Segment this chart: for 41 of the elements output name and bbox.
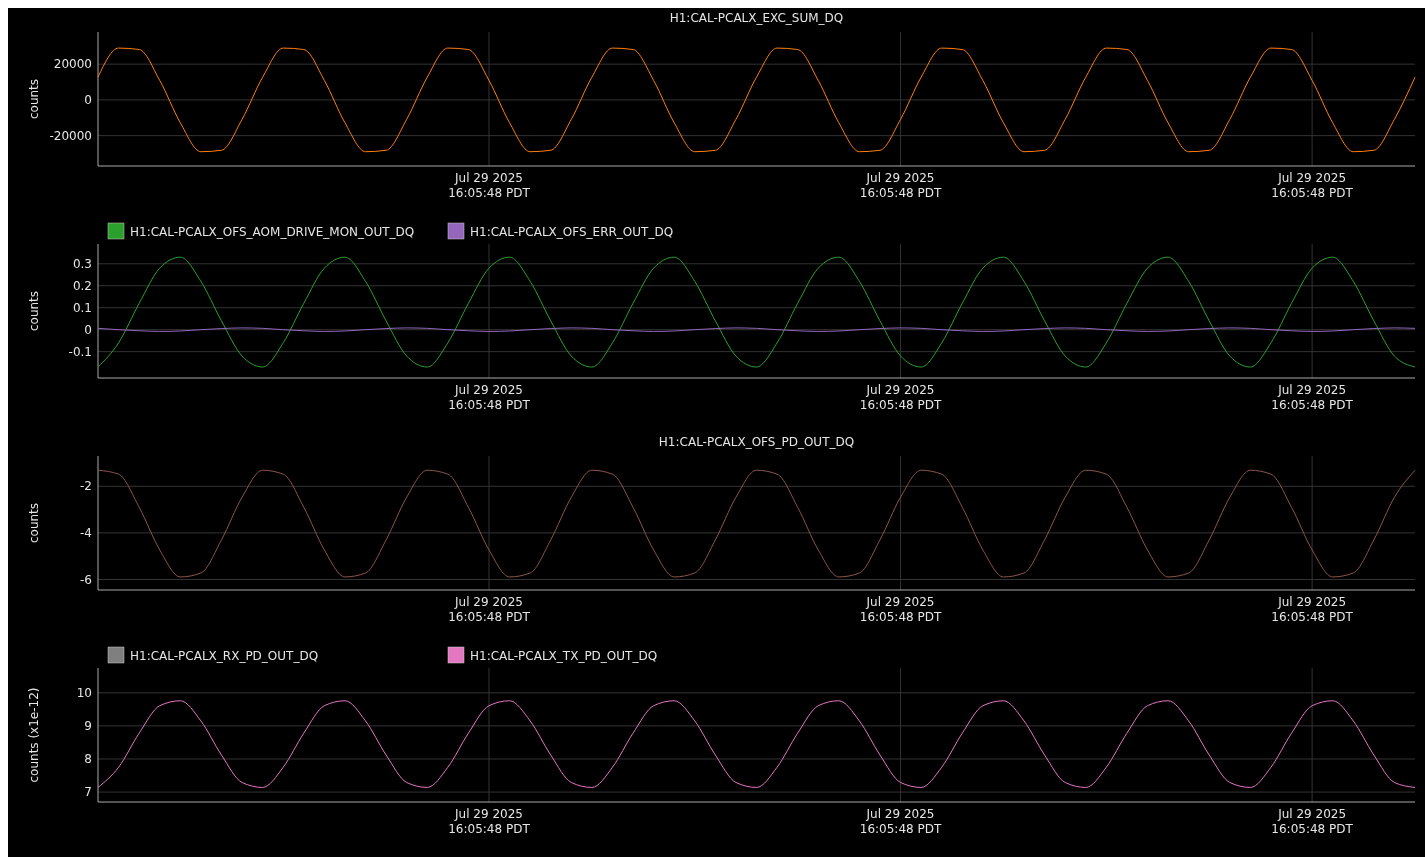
y-axis-title: counts <box>27 290 41 332</box>
x-tick-label: Jul 29 2025 16:05:48 PDT <box>1271 807 1354 836</box>
y-tick-label: 0 <box>84 322 92 337</box>
x-tick-label: Jul 29 2025 16:05:48 PDT <box>448 595 531 624</box>
y-tick-label: 0 <box>84 93 92 108</box>
x-tick-label: Jul 29 2025 16:05:48 PDT <box>859 595 942 624</box>
x-tick-label: Jul 29 2025 16:05:48 PDT <box>448 383 531 412</box>
y-tick-label: 0.3 <box>72 256 92 271</box>
y-tick-label: -2 <box>80 479 92 494</box>
y-tick-label: 0.1 <box>72 300 92 315</box>
chart-title: H1:CAL-PCALX_OFS_PD_OUT_DQ <box>658 435 855 449</box>
line-series <box>97 256 1416 368</box>
y-tick-label: 0.2 <box>72 278 92 293</box>
line-series <box>97 469 1416 578</box>
x-tick-label: Jul 29 2025 16:05:48 PDT <box>1271 383 1354 412</box>
y-axis-title: counts (x1e-12) <box>27 687 41 783</box>
y-tick-label: -20000 <box>49 128 92 143</box>
legend-label: H1:CAL-PCALX_OFS_ERR_OUT_DQ <box>470 224 674 239</box>
y-tick-label: -4 <box>80 526 92 541</box>
y-tick-label: 10 <box>76 686 92 701</box>
y-tick-label: 7 <box>84 785 92 800</box>
y-tick-label: 8 <box>84 752 92 767</box>
x-tick-label: Jul 29 2025 16:05:48 PDT <box>448 807 531 836</box>
x-tick-label: Jul 29 2025 16:05:48 PDT <box>859 807 942 836</box>
x-tick-label: Jul 29 2025 16:05:48 PDT <box>1271 171 1354 200</box>
y-tick-label: -0.1 <box>68 344 92 359</box>
legend-label: H1:CAL-PCALX_TX_PD_OUT_DQ <box>470 648 658 663</box>
line-series <box>97 47 1416 153</box>
y-tick-label: -6 <box>80 572 92 587</box>
y-axis-title: counts <box>27 78 41 120</box>
chart-title: H1:CAL-PCALX_EXC_SUM_DQ <box>669 11 844 25</box>
y-axis-title: counts <box>27 502 41 544</box>
y-tick-label: 9 <box>84 719 92 734</box>
x-tick-label: Jul 29 2025 16:05:48 PDT <box>448 171 531 200</box>
x-tick-label: Jul 29 2025 16:05:48 PDT <box>859 383 942 412</box>
line-series <box>97 700 1416 788</box>
x-tick-label: Jul 29 2025 16:05:48 PDT <box>1271 595 1354 624</box>
legend-label: H1:CAL-PCALX_OFS_AOM_DRIVE_MON_OUT_DQ <box>130 224 415 239</box>
legend-label: H1:CAL-PCALX_RX_PD_OUT_DQ <box>130 648 319 663</box>
x-tick-label: Jul 29 2025 16:05:48 PDT <box>859 171 942 200</box>
y-tick-label: 20000 <box>53 57 92 72</box>
